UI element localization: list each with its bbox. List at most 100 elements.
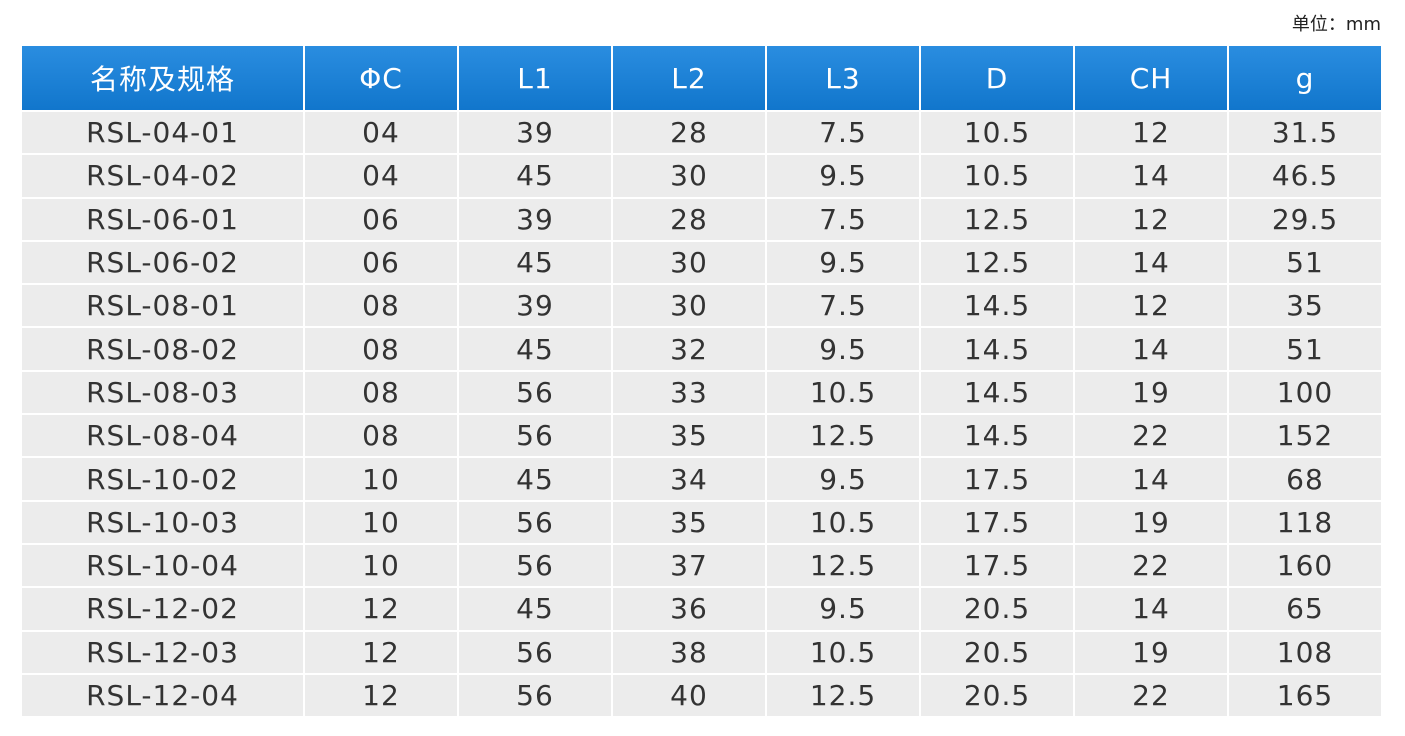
table-cell: 56: [459, 501, 611, 543]
table-cell: 10.5: [767, 501, 919, 543]
header-cell: g: [1229, 46, 1381, 110]
table-cell: 39: [459, 198, 611, 240]
table-cell: 31.5: [1229, 112, 1381, 154]
table-cell: RSL-12-02: [22, 588, 303, 630]
table-cell: 14.5: [921, 285, 1073, 327]
table-cell: 12.5: [767, 544, 919, 587]
table-cell: 30: [613, 155, 765, 197]
table-cell: 45: [459, 328, 611, 370]
table-cell: 12: [305, 588, 457, 630]
header-cell: ΦC: [305, 46, 457, 110]
table-cell: 14: [1075, 241, 1227, 284]
table-cell: 45: [459, 588, 611, 630]
table-cell: RSL-12-03: [22, 631, 303, 673]
table-cell: 10.5: [767, 631, 919, 673]
table-cell: 9.5: [767, 241, 919, 284]
spec-table: 名称及规格 ΦC L1 L2 L3 D CH g RSL-04-01 04 39 28 7.5 10.5 1…: [22, 46, 1381, 717]
table-cell: 65: [1229, 588, 1381, 630]
table-cell: 19: [1075, 631, 1227, 673]
table-cell: 35: [613, 415, 765, 457]
table-cell: 14: [1075, 155, 1227, 197]
table-cell: 56: [459, 415, 611, 457]
table-cell: 08: [305, 285, 457, 327]
table-cell: 34: [613, 458, 765, 500]
table-cell: 165: [1229, 674, 1381, 717]
table-cell: 14: [1075, 458, 1227, 500]
table-cell: 33: [613, 371, 765, 414]
table-cell: 10: [305, 501, 457, 543]
table-cell: 17.5: [921, 544, 1073, 587]
table-cell: 68: [1229, 458, 1381, 500]
table-cell: 35: [1229, 285, 1381, 327]
table-cell: RSL-04-01: [22, 112, 303, 154]
table-cell: 45: [459, 241, 611, 284]
header-cell: L1: [459, 46, 611, 110]
table-cell: 12: [1075, 198, 1227, 240]
table-cell: 12.5: [921, 198, 1073, 240]
table-cell: 10: [305, 544, 457, 587]
table-cell: 08: [305, 328, 457, 370]
table-cell: RSL-08-03: [22, 371, 303, 414]
table-cell: 7.5: [767, 285, 919, 327]
table-cell: 10.5: [921, 112, 1073, 154]
table-cell: 12.5: [767, 415, 919, 457]
table-cell: RSL-06-01: [22, 198, 303, 240]
table-cell: 12: [1075, 112, 1227, 154]
table-cell: 04: [305, 155, 457, 197]
table-cell: 39: [459, 285, 611, 327]
header-cell: D: [921, 46, 1073, 110]
table-cell: 9.5: [767, 588, 919, 630]
table-cell: 28: [613, 198, 765, 240]
table-cell: RSL-10-04: [22, 544, 303, 587]
table-cell: 56: [459, 544, 611, 587]
header-cell: CH: [1075, 46, 1227, 110]
table-cell: 14.5: [921, 328, 1073, 370]
table-cell: 37: [613, 544, 765, 587]
table-cell: 10.5: [767, 371, 919, 414]
table-cell: RSL-08-04: [22, 415, 303, 457]
table-cell: RSL-10-03: [22, 501, 303, 543]
table-cell: 17.5: [921, 501, 1073, 543]
table-cell: 14: [1075, 328, 1227, 370]
table-cell: 118: [1229, 501, 1381, 543]
table-cell: 20.5: [921, 588, 1073, 630]
table-cell: 14.5: [921, 371, 1073, 414]
table-cell: 45: [459, 155, 611, 197]
table-cell: 17.5: [921, 458, 1073, 500]
table-cell: 7.5: [767, 112, 919, 154]
table-cell: 22: [1075, 415, 1227, 457]
table-cell: 10: [305, 458, 457, 500]
table-cell: 20.5: [921, 674, 1073, 717]
table-cell: 32: [613, 328, 765, 370]
table-cell: RSL-10-02: [22, 458, 303, 500]
header-cell: L3: [767, 46, 919, 110]
table-cell: 28: [613, 112, 765, 154]
table-cell: 56: [459, 371, 611, 414]
table-cell: 22: [1075, 674, 1227, 717]
table-cell: 9.5: [767, 328, 919, 370]
table-cell: 9.5: [767, 155, 919, 197]
header-cell: 名称及规格: [22, 46, 303, 110]
table-cell: 12.5: [767, 674, 919, 717]
table-cell: 108: [1229, 631, 1381, 673]
table-cell: 12: [1075, 285, 1227, 327]
table-cell: 10.5: [921, 155, 1073, 197]
table-cell: 12: [305, 674, 457, 717]
table-cell: RSL-04-02: [22, 155, 303, 197]
table-cell: 35: [613, 501, 765, 543]
table-cell: 04: [305, 112, 457, 154]
table-cell: 08: [305, 415, 457, 457]
table-cell: 19: [1075, 371, 1227, 414]
unit-label: 单位：mm: [1291, 14, 1381, 35]
table-cell: 38: [613, 631, 765, 673]
table-cell: 39: [459, 112, 611, 154]
table-cell: 100: [1229, 371, 1381, 414]
table-cell: 12.5: [921, 241, 1073, 284]
table-cell: RSL-08-02: [22, 328, 303, 370]
table-cell: 45: [459, 458, 611, 500]
table-cell: 7.5: [767, 198, 919, 240]
table-cell: RSL-08-01: [22, 285, 303, 327]
table-cell: 30: [613, 241, 765, 284]
table-cell: 29.5: [1229, 198, 1381, 240]
